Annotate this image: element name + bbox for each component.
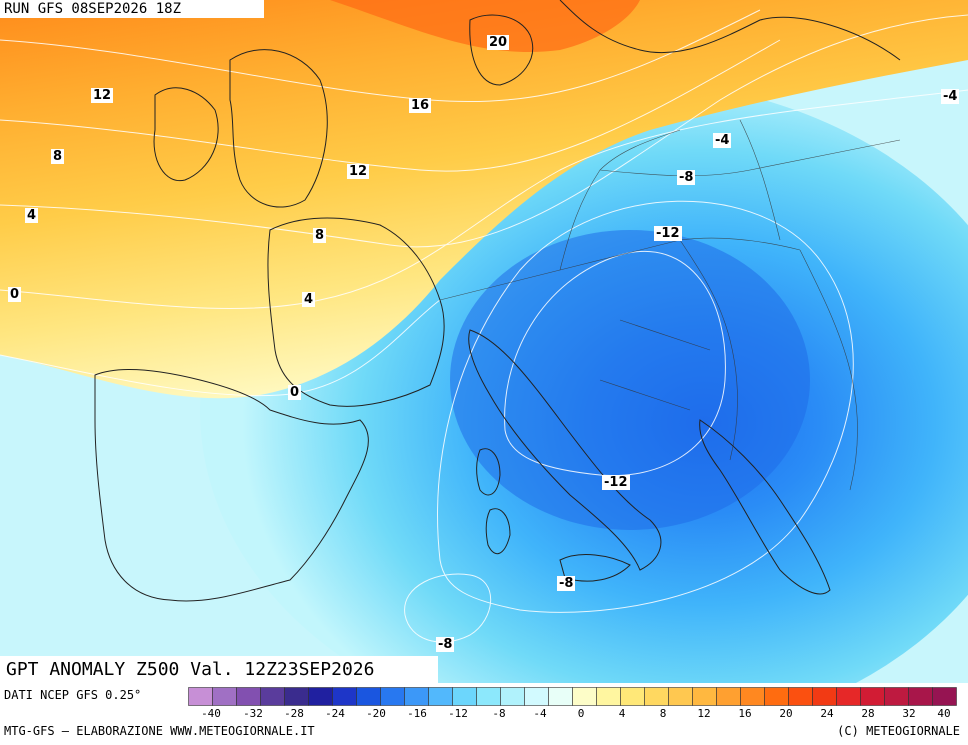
legend-tick-label: 4: [618, 707, 626, 720]
legend-tick-label: -8: [492, 707, 506, 720]
contour-label: -4: [713, 133, 732, 148]
legend-swatch: [932, 687, 957, 706]
legend-swatch: [620, 687, 645, 706]
contour-label: 0: [8, 287, 22, 302]
legend-tick-label: -24: [325, 707, 345, 720]
legend-swatch: [812, 687, 837, 706]
warm-core: [330, 0, 640, 52]
legend-tick-label: -16: [407, 707, 427, 720]
legend-tick-label: 32: [902, 707, 916, 720]
legend-tick-label: 16: [738, 707, 752, 720]
borders: [439, 119, 901, 491]
anomaly-map: RUN GFS 08SEP2026 18Z 20 12 16 8 12 4 8 …: [0, 0, 968, 683]
legend-tick-label: 12: [697, 707, 711, 720]
contour-label: 16: [409, 98, 432, 113]
contour-label: -8: [436, 637, 455, 652]
legend-tick-label: -4: [533, 707, 547, 720]
map-canvas: [0, 0, 968, 683]
legend-swatch: [380, 687, 405, 706]
legend-swatch: [908, 687, 933, 706]
contour-label: -12: [602, 475, 630, 490]
legend-swatch: [764, 687, 789, 706]
contour-label: 20: [487, 35, 510, 50]
legend-swatch: [332, 687, 357, 706]
contour-label: 12: [347, 164, 370, 179]
footer: DATI NCEP GFS 0.25° -40 -32 -28 -24 -20 -16 -1…: [0, 683, 968, 745]
legend-swatch: [860, 687, 885, 706]
legend-swatch: [476, 687, 501, 706]
legend-swatch: [452, 687, 477, 706]
legend-swatch: [524, 687, 549, 706]
legend-tick-label: 0: [577, 707, 585, 720]
legend-tick-label: -28: [284, 707, 304, 720]
legend-tick-label: -40: [201, 707, 221, 720]
legend-swatch: [716, 687, 741, 706]
legend-swatch: [692, 687, 717, 706]
legend-tick-label: -32: [243, 707, 263, 720]
legend-swatch: [188, 687, 213, 706]
legend-swatch: [284, 687, 309, 706]
legend-swatch: [884, 687, 909, 706]
map-title: GPT ANOMALY Z500 Val. 12Z23SEP2026: [0, 656, 438, 683]
coastlines: [94, 0, 901, 602]
legend-swatch: [644, 687, 669, 706]
legend-swatch: [356, 687, 381, 706]
legend-tick-label: 20: [779, 707, 793, 720]
warm-anomaly-area: [0, 0, 968, 399]
legend-swatch: [788, 687, 813, 706]
credit-right: (C) METEOGIORNALE: [837, 724, 960, 738]
data-source: DATI NCEP GFS 0.25°: [4, 688, 142, 702]
contour-label: 4: [302, 292, 316, 307]
contour-label: -4: [941, 89, 960, 104]
legend-swatch: [500, 687, 525, 706]
legend-swatch: [572, 687, 597, 706]
legend-swatch: [236, 687, 261, 706]
cold-core: [450, 230, 810, 530]
legend-swatch: [404, 687, 429, 706]
contour-label: -12: [654, 226, 682, 241]
legend-swatch: [212, 687, 237, 706]
legend-tick-label: 28: [861, 707, 875, 720]
contour-label: 4: [25, 208, 39, 223]
legend-swatch: [308, 687, 333, 706]
legend-swatch: [428, 687, 453, 706]
legend-swatch: [740, 687, 765, 706]
color-legend: [188, 687, 957, 706]
contour-label: 8: [313, 228, 327, 243]
contour-label: -8: [557, 576, 576, 591]
legend-tick-label: 40: [937, 707, 951, 720]
contour-lines: [0, 9, 968, 643]
legend-swatch: [548, 687, 573, 706]
contour-label: 12: [91, 88, 114, 103]
legend-tick-label: 24: [820, 707, 834, 720]
contour-label: 0: [288, 385, 302, 400]
legend-tick-label: -12: [448, 707, 468, 720]
credit-left: MTG-GFS – ELABORAZIONE WWW.METEOGIORNALE…: [4, 724, 315, 738]
run-title: RUN GFS 08SEP2026 18Z: [0, 0, 264, 18]
legend-tick-label: 8: [659, 707, 667, 720]
legend-swatch: [260, 687, 285, 706]
contour-label: -8: [677, 170, 696, 185]
legend-ticks: -40 -32 -28 -24 -20 -16 -12 -8 -4 0 4 8 12 16 20 24 28 32…: [0, 707, 968, 723]
legend-tick-label: -20: [366, 707, 386, 720]
contour-label: 8: [51, 149, 65, 164]
legend-swatch: [836, 687, 861, 706]
legend-swatch: [668, 687, 693, 706]
legend-swatch: [596, 687, 621, 706]
